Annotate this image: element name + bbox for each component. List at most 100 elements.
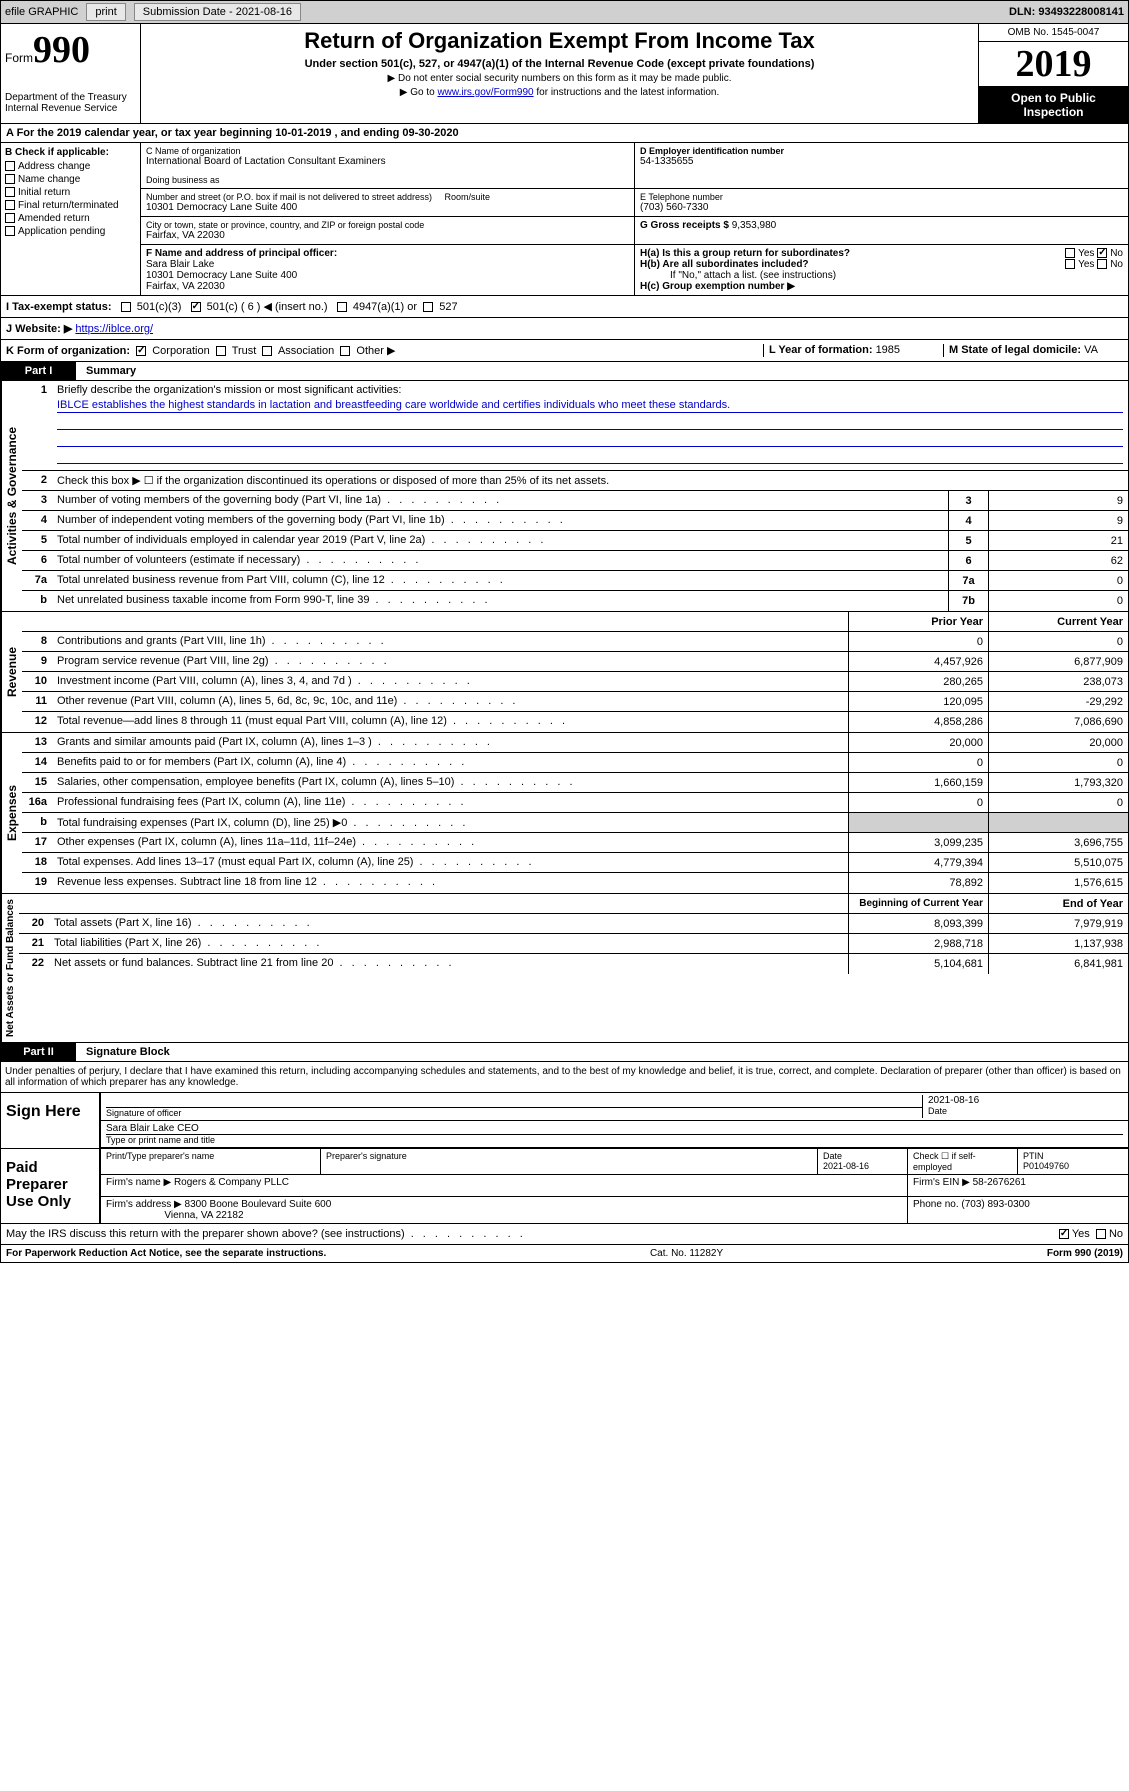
year-formation: 1985	[876, 344, 900, 356]
current-22: 6,841,981	[988, 954, 1128, 974]
prior-9: 4,457,926	[848, 652, 988, 671]
cb-final[interactable]: Final return/terminated	[5, 200, 136, 211]
submission-date: Submission Date - 2021-08-16	[134, 3, 301, 21]
print-button[interactable]: print	[86, 3, 125, 21]
top-bar: efile GRAPHIC print Submission Date - 20…	[0, 0, 1129, 24]
v4: 9	[988, 511, 1128, 530]
form-header: Form990 Department of the Treasury Inter…	[0, 24, 1129, 124]
prior-22: 5,104,681	[848, 954, 988, 974]
v5: 21	[988, 531, 1128, 550]
officer-name: Sara Blair Lake	[146, 259, 629, 270]
prior-17: 3,099,235	[848, 833, 988, 852]
cb-initial[interactable]: Initial return	[5, 187, 136, 198]
omb-number: OMB No. 1545-0047	[979, 24, 1128, 42]
current-8: 0	[988, 632, 1128, 651]
officer-print: Sara Blair Lake CEO	[106, 1123, 1123, 1135]
current-18: 5,510,075	[988, 853, 1128, 872]
current-10: 238,073	[988, 672, 1128, 691]
preparer-label: Paid Preparer Use Only	[1, 1149, 101, 1223]
form-subtitle: Under section 501(c), 527, or 4947(a)(1)…	[145, 58, 974, 70]
current-15: 1,793,320	[988, 773, 1128, 792]
prior-8: 0	[848, 632, 988, 651]
note-link: ▶ Go to www.irs.gov/Form990 for instruct…	[145, 87, 974, 98]
prior-b	[848, 813, 988, 832]
form-title: Return of Organization Exempt From Incom…	[145, 28, 974, 54]
current-19: 1,576,615	[988, 873, 1128, 893]
501c-check	[191, 302, 201, 312]
tax-status-row: I Tax-exempt status: 501(c)(3) 501(c) ( …	[0, 296, 1129, 318]
ha-no-check	[1097, 248, 1107, 258]
prep-date: 2021-08-16	[823, 1161, 869, 1171]
org-address: 10301 Democracy Lane Suite 400	[146, 202, 629, 213]
current-12: 7,086,690	[988, 712, 1128, 732]
prior-21: 2,988,718	[848, 934, 988, 953]
ptin: P01049760	[1023, 1161, 1069, 1171]
prior-16a: 0	[848, 793, 988, 812]
k-row: K Form of organization: Corporation Trus…	[0, 340, 1129, 362]
org-city: Fairfax, VA 22030	[146, 230, 629, 241]
prior-13: 20,000	[848, 733, 988, 752]
cb-address[interactable]: Address change	[5, 161, 136, 172]
governance-label: Activities & Governance	[1, 381, 22, 611]
website-row: J Website: ▶ https://iblce.org/	[0, 318, 1129, 340]
prior-18: 4,779,394	[848, 853, 988, 872]
cb-amended[interactable]: Amended return	[5, 213, 136, 224]
current-9: 6,877,909	[988, 652, 1128, 671]
section-b: B Check if applicable: Address change Na…	[1, 143, 141, 295]
efile-label: efile GRAPHIC	[5, 6, 78, 18]
mission-text: IBLCE establishes the highest standards …	[57, 399, 1123, 413]
prior-10: 280,265	[848, 672, 988, 691]
prior-14: 0	[848, 753, 988, 772]
prior-19: 78,892	[848, 873, 988, 893]
form-number: 990	[33, 29, 90, 71]
firm-ein: 58-2676261	[973, 1177, 1026, 1188]
gross-receipts: 9,353,980	[732, 220, 777, 231]
prior-12: 4,858,286	[848, 712, 988, 732]
current-20: 7,979,919	[988, 914, 1128, 933]
corp-check	[136, 346, 146, 356]
note-ssn: ▶ Do not enter social security numbers o…	[145, 73, 974, 84]
current-b	[988, 813, 1128, 832]
part2-header: Part II Signature Block	[0, 1043, 1129, 1062]
current-13: 20,000	[988, 733, 1128, 752]
irs-label: Internal Revenue Service	[5, 103, 136, 114]
ein: 54-1335655	[640, 156, 1123, 167]
firm-phone: (703) 893-0300	[961, 1199, 1029, 1210]
sign-here-label: Sign Here	[1, 1093, 101, 1148]
revenue-label: Revenue	[1, 612, 22, 732]
website-link[interactable]: https://iblce.org/	[75, 323, 153, 335]
irs-link[interactable]: www.irs.gov/Form990	[437, 87, 533, 98]
discuss-yes	[1059, 1229, 1069, 1239]
v3: 9	[988, 491, 1128, 510]
dln: DLN: 93493228008141	[1009, 6, 1124, 18]
current-11: -29,292	[988, 692, 1128, 711]
v7a: 0	[988, 571, 1128, 590]
domicile: VA	[1084, 344, 1098, 356]
prior-11: 120,095	[848, 692, 988, 711]
v6: 62	[988, 551, 1128, 570]
period-row: A For the 2019 calendar year, or tax yea…	[0, 124, 1129, 143]
perjury-text: Under penalties of perjury, I declare th…	[0, 1062, 1129, 1093]
firm-addr: 8300 Boone Boulevard Suite 600	[185, 1199, 332, 1210]
dept-label: Department of the Treasury	[5, 92, 136, 103]
public-inspection: Open to Public Inspection	[979, 87, 1128, 123]
prior-15: 1,660,159	[848, 773, 988, 792]
discuss-row: May the IRS discuss this return with the…	[0, 1224, 1129, 1245]
part1-header: Part I Summary	[0, 362, 1129, 381]
cb-name[interactable]: Name change	[5, 174, 136, 185]
prior-20: 8,093,399	[848, 914, 988, 933]
current-21: 1,137,938	[988, 934, 1128, 953]
firm-name: Rogers & Company PLLC	[174, 1177, 289, 1188]
org-name: International Board of Lactation Consult…	[146, 156, 629, 167]
sign-date: 2021-08-16	[928, 1095, 1123, 1106]
tax-year: 2019	[979, 42, 1128, 87]
netassets-label: Net Assets or Fund Balances	[1, 894, 19, 1042]
officer-addr: 10301 Democracy Lane Suite 400 Fairfax, …	[146, 270, 629, 292]
footer: For Paperwork Reduction Act Notice, see …	[0, 1245, 1129, 1263]
phone: (703) 560-7330	[640, 202, 1123, 213]
current-14: 0	[988, 753, 1128, 772]
current-17: 3,696,755	[988, 833, 1128, 852]
cb-pending[interactable]: Application pending	[5, 226, 136, 237]
current-16a: 0	[988, 793, 1128, 812]
v7b: 0	[988, 591, 1128, 611]
